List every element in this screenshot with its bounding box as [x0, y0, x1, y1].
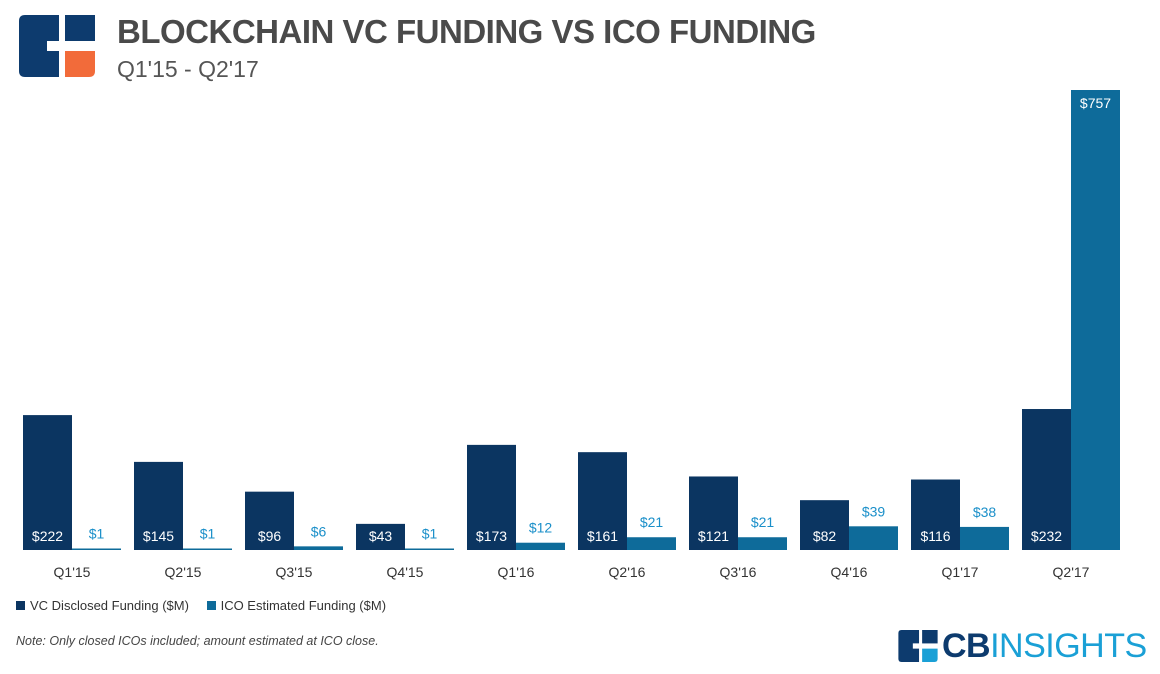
ico-bar-6 — [738, 537, 787, 550]
x-tick-label-5: Q2'16 — [609, 564, 646, 580]
ico-label-8: $38 — [973, 504, 997, 520]
cb-logo-icon — [19, 15, 95, 77]
ico-label-7: $39 — [862, 503, 886, 519]
legend-label-ico: ICO Estimated Funding ($M) — [220, 598, 387, 613]
vc-bar-2 — [245, 491, 294, 550]
chart-header: BLOCKCHAIN VC FUNDING VS ICO FUNDING Q1'… — [0, 0, 1160, 90]
cb-insights-logo-icon — [898, 630, 938, 662]
legend-item-ico: ICO Estimated Funding ($M) — [206, 598, 387, 613]
ico-label-4: $12 — [529, 520, 553, 536]
x-tick-label-6: Q3'16 — [720, 564, 757, 580]
ico-label-6: $21 — [751, 514, 775, 530]
ico-label-0: $1 — [89, 526, 105, 542]
x-tick-label-3: Q4'15 — [387, 564, 424, 580]
ico-bar-7 — [849, 526, 898, 550]
vc-label-9: $232 — [1031, 528, 1062, 544]
ico-bar-3 — [405, 548, 454, 550]
chart-title: BLOCKCHAIN VC FUNDING VS ICO FUNDING — [117, 13, 816, 50]
ico-bar-8 — [960, 526, 1009, 550]
ico-label-3: $1 — [422, 526, 438, 542]
chart-note: Note: Only closed ICOs included; amount … — [16, 634, 379, 648]
ico-bar-9 — [1071, 90, 1120, 550]
legend-swatch-vc — [16, 601, 25, 610]
vc-bar-1 — [134, 461, 183, 550]
bar-chart: $222 $1 Q1'15 $145 $1 Q2'15 $96 $6 Q3'15 $43 $1 Q4'… — [23, 90, 1120, 580]
vc-bar-4 — [467, 444, 516, 550]
vc-label-0: $222 — [32, 528, 63, 544]
chart-subtitle: Q1'15 - Q2'17 — [117, 56, 259, 82]
vc-bar-9 — [1022, 409, 1071, 550]
ico-label-1: $1 — [200, 526, 216, 542]
ico-label-2: $6 — [311, 523, 327, 539]
x-tick-label-7: Q4'16 — [831, 564, 868, 580]
vc-label-4: $173 — [476, 528, 507, 544]
vc-bar-6 — [689, 476, 738, 550]
legend-swatch-ico — [206, 601, 216, 610]
chart-legend: VC Disclosed Funding ($M) ICO Estimated … — [16, 598, 400, 613]
vc-label-8: $116 — [920, 528, 950, 544]
vc-bar-5 — [578, 452, 627, 550]
x-tick-label-0: Q1'15 — [54, 564, 91, 580]
vc-bar-7 — [800, 500, 849, 550]
vc-label-6: $121 — [698, 528, 729, 544]
ico-bar-5 — [627, 537, 676, 550]
ico-bar-1 — [183, 548, 232, 550]
ico-label-5: $21 — [640, 514, 664, 530]
vc-bar-3 — [356, 523, 405, 550]
vc-label-3: $43 — [369, 528, 393, 544]
vc-bar-0 — [23, 415, 72, 550]
vc-label-7: $82 — [813, 528, 837, 544]
cb-insights-wordmark: CBINSIGHTS — [942, 627, 1147, 665]
x-tick-label-4: Q1'16 — [498, 564, 535, 580]
ico-label-9: $757 — [1080, 95, 1111, 111]
x-tick-label-1: Q2'15 — [165, 564, 202, 580]
vc-label-1: $145 — [143, 528, 174, 544]
ico-bar-2 — [294, 546, 343, 550]
legend-item-vc: VC Disclosed Funding ($M) — [16, 598, 189, 613]
x-tick-label-2: Q3'15 — [276, 564, 313, 580]
ico-bar-0 — [72, 548, 121, 550]
vc-bar-8 — [911, 479, 960, 550]
vc-label-5: $161 — [587, 528, 618, 544]
vc-label-2: $96 — [258, 528, 282, 544]
x-tick-label-8: Q1'17 — [942, 564, 979, 580]
ico-bar-4 — [516, 542, 565, 550]
legend-label-vc: VC Disclosed Funding ($M) — [30, 598, 189, 613]
x-tick-label-9: Q2'17 — [1053, 564, 1090, 580]
